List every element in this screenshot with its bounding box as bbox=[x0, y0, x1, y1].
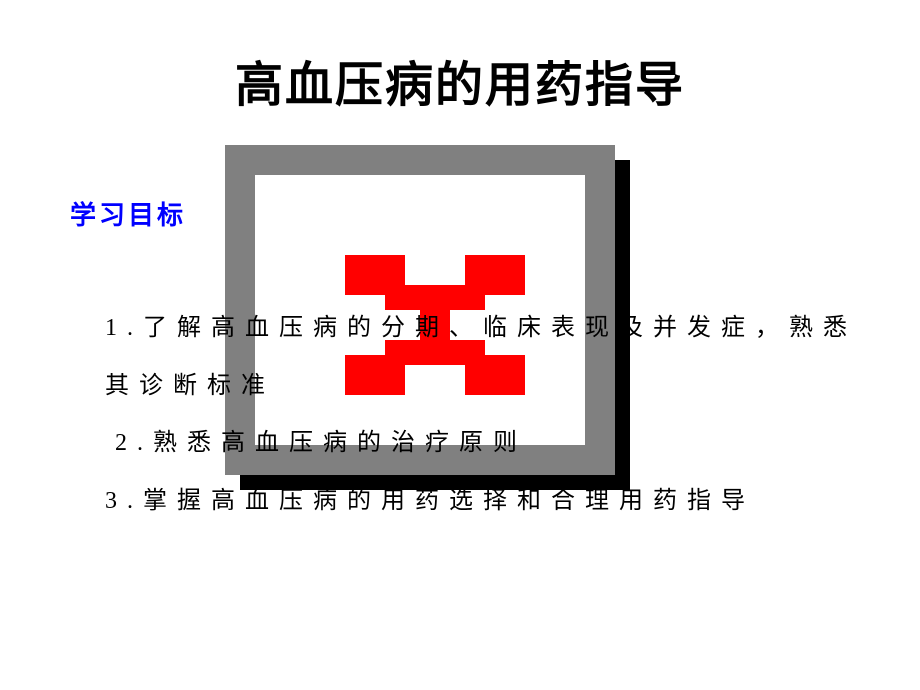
list-item: 3.掌握高血压病的用药选择和合理用药指导 bbox=[105, 473, 865, 531]
objectives-list: 1.了解高血压病的分期、临床表现及并发症，熟悉其诊断标准 2.熟悉高血压病的治疗… bbox=[105, 300, 865, 530]
list-item: 2.熟悉高血压病的治疗原则 bbox=[115, 415, 865, 473]
slide: 高血压病的用药指导 学习目标 1.了解高血压病的分期、临床表现及并发症，熟悉其诊… bbox=[0, 0, 920, 690]
section-subtitle: 学习目标 bbox=[70, 195, 186, 232]
list-item: 1.了解高血压病的分期、临床表现及并发症，熟悉其诊断标准 bbox=[105, 300, 865, 415]
page-title: 高血压病的用药指导 bbox=[0, 45, 920, 115]
